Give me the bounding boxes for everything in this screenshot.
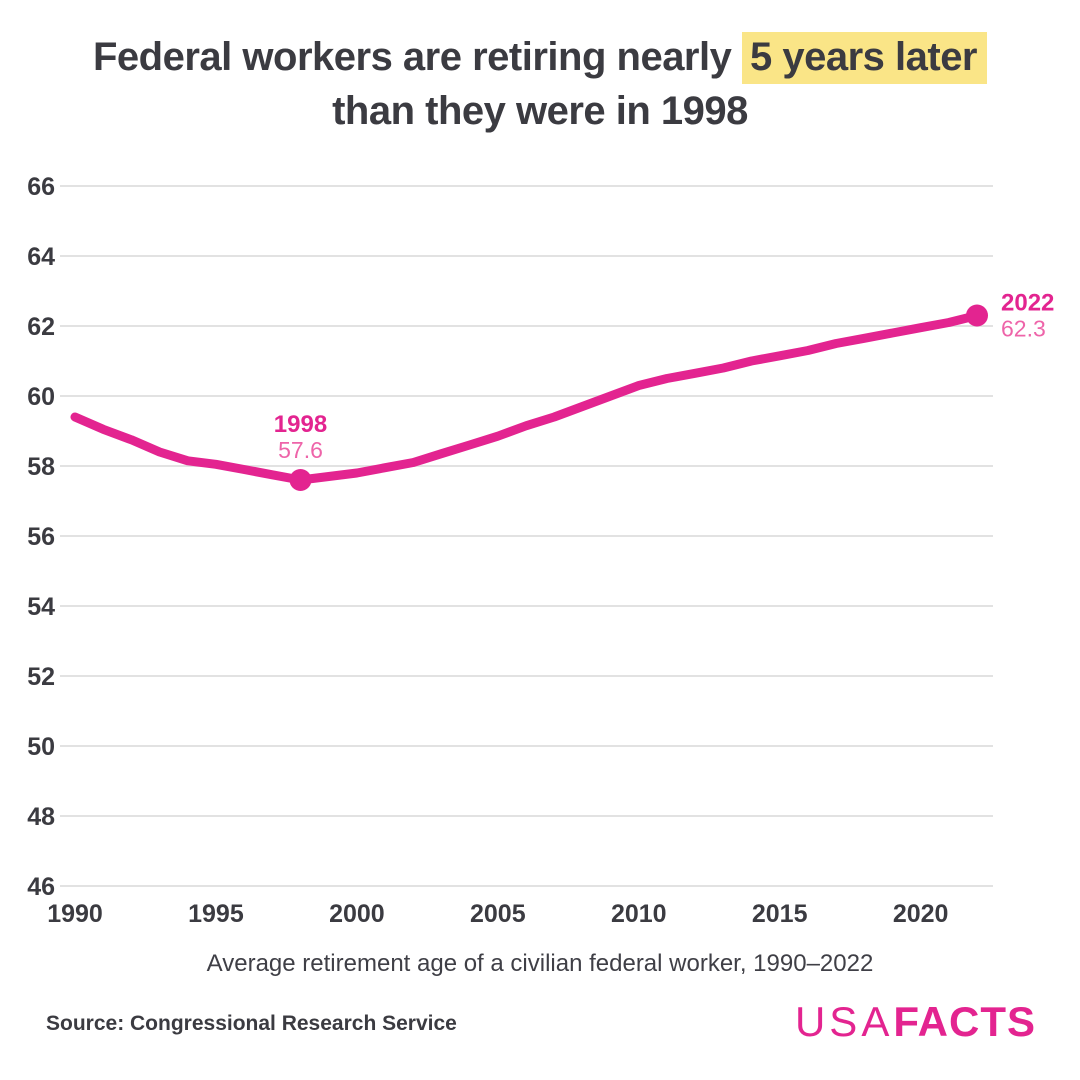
annotation-value-label: 57.6 — [278, 437, 323, 463]
logo-usa-text: USA — [794, 998, 894, 1045]
y-axis-tick-label: 64 — [27, 243, 55, 271]
x-axis-tick-label: 2020 — [893, 900, 949, 928]
chart-caption: Average retirement age of a civilian fed… — [206, 950, 874, 977]
y-axis-tick-label: 56 — [27, 523, 55, 551]
title-highlight: 5 years later — [741, 32, 987, 84]
annotation-value-label: 62.3 — [1001, 316, 1046, 342]
line-chart: 46 48 50 52 54 56 58 60 62 64 66 1990 1995 2000 2005 20… — [27, 173, 1054, 928]
x-axis-tick-label: 1995 — [188, 900, 244, 928]
retirement-age-line — [70, 311, 982, 485]
y-axis-tick-label: 60 — [27, 383, 55, 411]
y-axis-tick-label: 66 — [27, 173, 55, 201]
y-axis-tick-label: 58 — [27, 453, 55, 481]
logo-facts-text: FACTS — [893, 998, 1036, 1045]
y-axis-tick-label: 54 — [27, 593, 55, 621]
data-point-marker — [289, 469, 312, 491]
source-text: Source: Congressional Research Service — [46, 1012, 457, 1035]
y-axis-tick-label: 50 — [27, 733, 55, 761]
title-line-2: than they were in 1998 — [332, 89, 748, 133]
title-text-pre: Federal workers are retiring nearly — [93, 35, 742, 79]
annotation-year-label: 2022 — [1001, 290, 1054, 317]
x-axis-tick-label: 2005 — [470, 900, 526, 928]
x-axis-tick-label: 1990 — [47, 900, 103, 928]
y-axis-tick-label: 46 — [27, 873, 55, 901]
title-line-1: Federal workers are retiring nearly 5 ye… — [0, 30, 1080, 84]
chart-title: Federal workers are retiring nearly 5 ye… — [0, 30, 1080, 138]
annotation-year-label: 1998 — [274, 411, 327, 438]
x-axis-tick-label: 2015 — [752, 900, 808, 928]
y-axis-tick-label: 52 — [27, 663, 55, 691]
y-axis-tick-label: 62 — [27, 313, 55, 341]
usafacts-logo: USAFACTS — [795, 998, 1036, 1046]
data-point-marker — [966, 304, 988, 327]
x-axis-tick-label: 2000 — [329, 900, 385, 928]
x-axis-tick-label: 2010 — [611, 900, 667, 928]
y-axis-tick-label: 48 — [27, 803, 55, 831]
